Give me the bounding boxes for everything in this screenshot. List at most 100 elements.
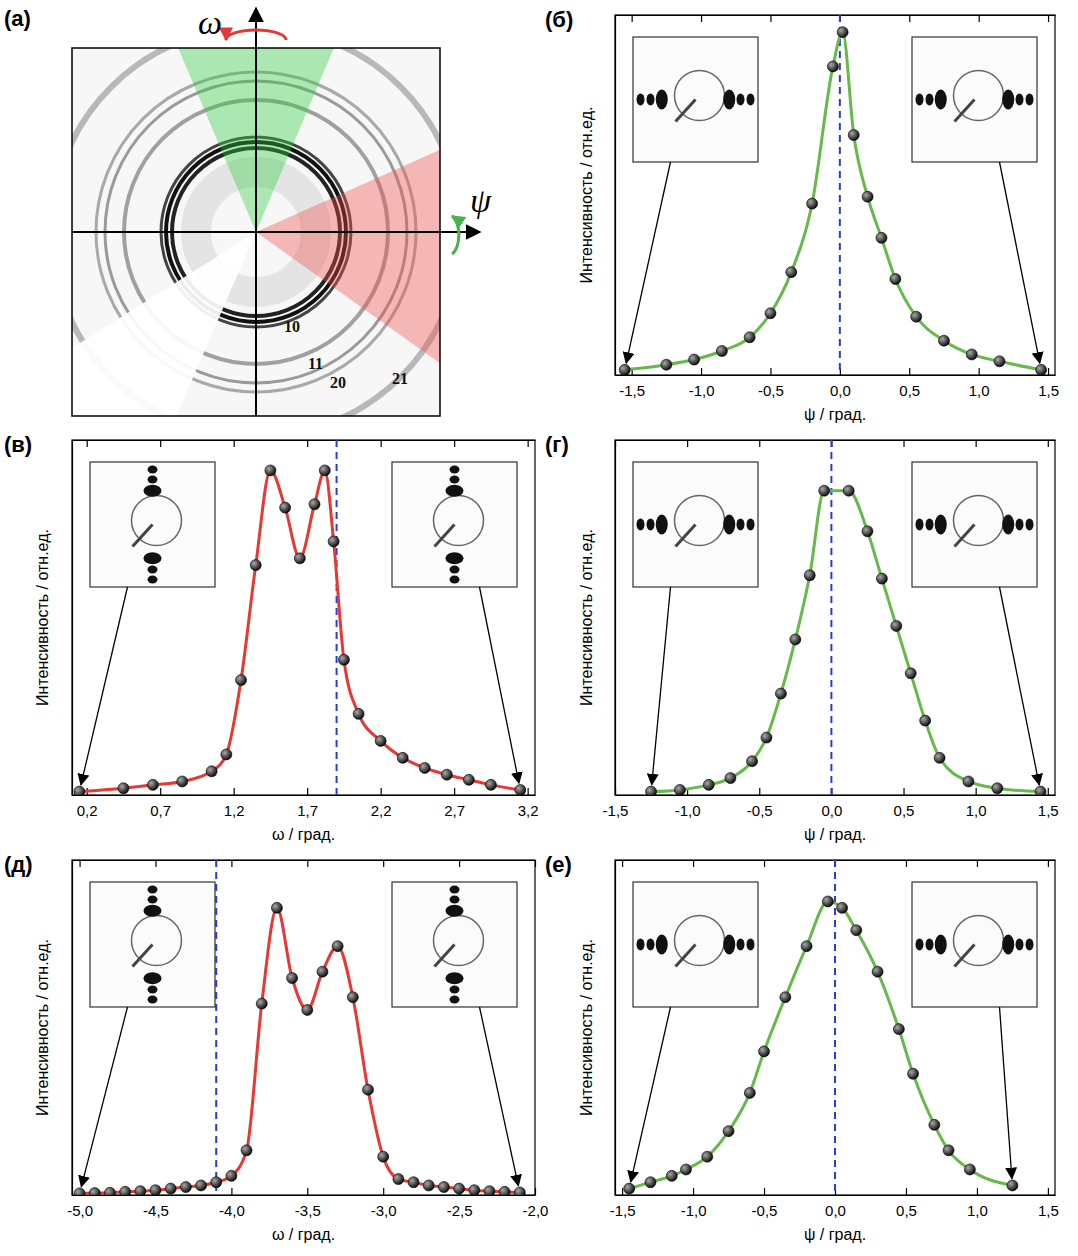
inset-frame [90, 462, 215, 587]
x-tick-top [977, 860, 978, 867]
plot-frame [615, 860, 1055, 1195]
data-point [744, 1087, 755, 1098]
x-tick-label: 0,0 [825, 1202, 846, 1219]
inset-beamstop [676, 945, 696, 967]
data-point [120, 1186, 131, 1195]
data-point [646, 786, 657, 795]
data-point [807, 198, 818, 209]
y-axis-line [72, 441, 73, 796]
inset-reflection [450, 886, 460, 894]
inset-ring [132, 916, 182, 966]
x-axis-top-line [73, 860, 536, 861]
data-point [211, 1177, 222, 1188]
inset-reflection [446, 972, 464, 984]
x-tick-top [307, 860, 308, 867]
x-axis-title: ω / град. [272, 1226, 335, 1243]
inset-reflection [1016, 519, 1024, 531]
x-tick: 2,2 [371, 788, 392, 819]
x-tick-mark [459, 860, 460, 867]
x-tick-mark [307, 860, 308, 867]
data-point [256, 998, 267, 1009]
data-point [862, 526, 873, 537]
x-tick-top [80, 860, 81, 867]
data-point [74, 1188, 85, 1195]
plot-frame [615, 15, 1055, 375]
inset-reflection [144, 972, 162, 984]
inset-background [633, 462, 758, 587]
inset-image [392, 882, 517, 1007]
data-point [438, 1182, 449, 1193]
x-tick-label: -0,5 [752, 1202, 778, 1219]
reference-line [336, 440, 338, 795]
data-point [848, 130, 859, 141]
x-axis-top [73, 860, 536, 867]
plot-frame [615, 440, 1055, 795]
panel-letter: (б) [545, 7, 573, 32]
panel-letter: (в) [4, 432, 32, 457]
x-tick-mark [160, 788, 161, 795]
y-axis-title: Интенсивность / отн.ед. [34, 529, 51, 706]
inset-reflection [450, 896, 460, 904]
data-point [893, 1024, 904, 1035]
y-axis-title: Интенсивность / отн.ед. [34, 939, 51, 1116]
x-tick-top [307, 440, 308, 447]
data-point [375, 735, 386, 746]
data-point [515, 784, 526, 795]
inset-reflection [446, 485, 464, 497]
inset-reflection [450, 566, 460, 574]
x-tick-mark [454, 788, 455, 795]
data-point [319, 465, 330, 476]
ring-label: 21 [392, 370, 408, 387]
data-point [1036, 364, 1047, 375]
data-point [891, 620, 902, 631]
x-tick-top [528, 440, 529, 447]
data-point [666, 1170, 677, 1181]
data-point [761, 732, 772, 743]
x-tick-mark [307, 1188, 308, 1195]
inset-reflection [935, 935, 947, 955]
x-tick-mark [528, 788, 529, 795]
x-tick-label: 1,0 [966, 802, 987, 819]
inset-ring [434, 916, 484, 966]
x-axis-top [73, 440, 536, 447]
data-point [908, 1068, 919, 1079]
inset-reflection [1002, 90, 1014, 110]
psi-sector [256, 102, 440, 416]
x-tick-label: 0,2 [77, 802, 98, 819]
x-tick-mark [909, 15, 910, 22]
data-point [876, 573, 887, 584]
x-axis-line [616, 795, 1056, 796]
data-point [963, 776, 974, 787]
data-point [317, 966, 328, 977]
inset-reflection [935, 515, 947, 535]
inset-reflection [144, 905, 162, 917]
data-point [302, 1004, 313, 1015]
inset-beamstop [133, 525, 153, 547]
data-point [661, 359, 672, 370]
x-tick-mark [1048, 368, 1049, 375]
inset-ring [954, 496, 1004, 546]
x-axis-line [73, 795, 536, 796]
data-point [943, 1145, 954, 1156]
x-tick-mark [454, 440, 455, 447]
inset-reflection [450, 576, 460, 584]
inset-image [912, 882, 1037, 1007]
data-point [780, 992, 791, 1003]
x-tick-mark [622, 860, 623, 867]
data-point [674, 784, 685, 795]
ring-label: 10 [284, 318, 300, 335]
x-axis-line [73, 1195, 536, 1196]
inset-beamstop [955, 100, 975, 122]
inset-reflection [647, 519, 655, 531]
inset-reflection [148, 566, 158, 574]
x-tick-mark [1048, 860, 1049, 867]
x-tick-label: -1,5 [603, 802, 629, 819]
inset-background [633, 882, 758, 1007]
data-point [801, 941, 812, 952]
data-point [353, 708, 364, 719]
data-point [725, 773, 736, 784]
inset-reflection [916, 519, 924, 531]
x-tick-mark [909, 368, 910, 375]
x-tick-top [1048, 15, 1049, 22]
inset-image [633, 37, 758, 162]
